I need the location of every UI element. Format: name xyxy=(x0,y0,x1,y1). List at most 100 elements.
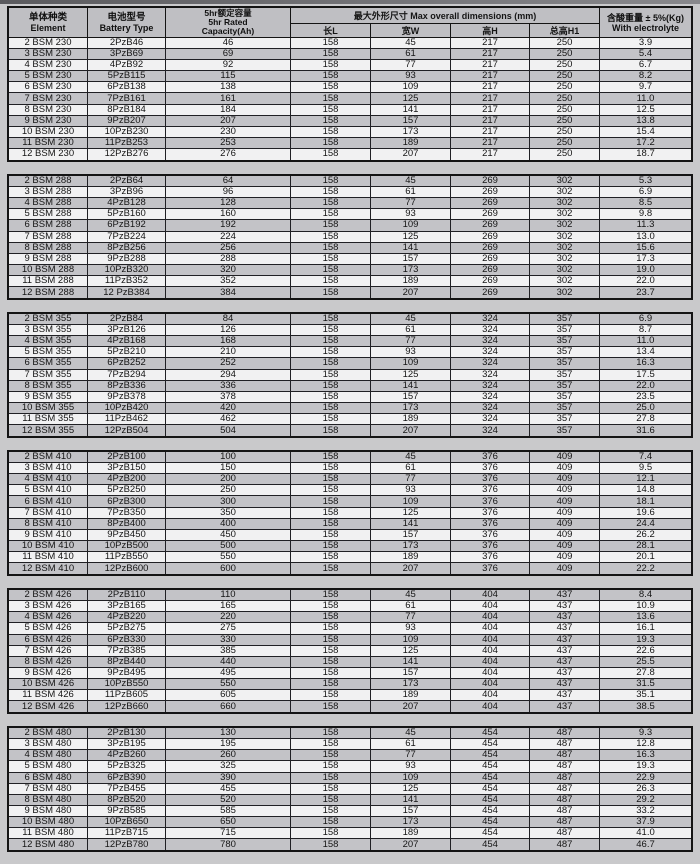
cell-element: 10 BSM 480 xyxy=(9,816,88,827)
cell-battery-type: 6PzB330 xyxy=(88,634,166,645)
table-row: 9 BSM 426 9PzB495 495 158 157 404 437 27.8 xyxy=(9,667,691,679)
cell-battery-type: 6PzB138 xyxy=(88,82,166,93)
cell-width: 157 xyxy=(371,667,451,678)
cell-element: 5 BSM 480 xyxy=(9,761,88,772)
header-weight-en: With electrolyte xyxy=(612,22,679,33)
cell-weight: 5.4 xyxy=(638,49,653,60)
cell-total-height: 357 xyxy=(530,391,600,402)
cell-capacity: 400 xyxy=(166,518,291,529)
cell-total-height: 357 xyxy=(530,425,600,437)
cell-weight: 22.0 xyxy=(636,380,655,391)
cell-total-height: 302 xyxy=(530,286,600,299)
cell-battery-type: 12 PzB384 xyxy=(88,286,166,299)
header-capacity: 5hr额定容量 5hr Rated Capacity(Ah) xyxy=(166,8,291,37)
cell-capacity: 168 xyxy=(166,336,291,347)
cell-element: 12 BSM 355 xyxy=(9,425,88,437)
cell-height: 376 xyxy=(451,485,530,496)
cell-battery-type: 4PzB200 xyxy=(88,474,166,485)
cell-total-height: 250 xyxy=(530,93,600,104)
cell-total-height: 357 xyxy=(530,347,600,358)
cell-element: 8 BSM 288 xyxy=(9,242,88,253)
header-capacity-line1: 5hr额定容量 xyxy=(204,7,252,18)
cell-capacity: 495 xyxy=(166,667,291,678)
cell-total-height: 437 xyxy=(530,701,600,713)
cell-element: 10 BSM 355 xyxy=(9,402,88,413)
cell-battery-type: 6PzB252 xyxy=(88,358,166,369)
table-row: 2 BSM 410 2PzB100 100 158 45 376 409 7.4 xyxy=(9,452,691,464)
cell-element: 8 BSM 230 xyxy=(9,104,88,115)
cell-height: 324 xyxy=(451,314,530,325)
cell-width: 141 xyxy=(371,380,451,391)
cell-weight: 17.3 xyxy=(636,253,655,264)
cell-length: 158 xyxy=(291,463,371,474)
cell-capacity: 780 xyxy=(166,839,291,851)
table-group-bsm-426: 2 BSM 426 2PzB110 110 158 45 404 437 8.4 3 BSM 4… xyxy=(7,588,693,715)
cell-weight: 13.8 xyxy=(636,115,655,126)
cell-battery-type: 9PzB288 xyxy=(88,253,166,264)
cell-capacity: 260 xyxy=(166,750,291,761)
cell-element: 2 BSM 230 xyxy=(9,38,88,49)
cell-total-height: 487 xyxy=(530,728,600,739)
cell-width: 45 xyxy=(371,728,451,739)
cell-total-height: 357 xyxy=(530,336,600,347)
table-row: 9 BSM 410 9PzB450 450 158 157 376 409 26.2 xyxy=(9,529,691,541)
cell-battery-type: 10PzB230 xyxy=(88,126,166,137)
table-row: 11 BSM 480 11PzB715 715 158 189 454 487 41.0 xyxy=(9,828,691,840)
cell-weight: 13.4 xyxy=(636,347,655,358)
cell-length: 158 xyxy=(291,176,371,187)
cell-total-height: 437 xyxy=(530,590,600,601)
table-row: 5 BSM 480 5PzB325 325 158 93 454 487 19.3 xyxy=(9,761,691,773)
cell-battery-type: 4PzB92 xyxy=(88,60,166,71)
table-row: 9 BSM 355 9PzB378 378 158 157 324 357 23.5 xyxy=(9,391,691,403)
cell-battery-type: 11PzB605 xyxy=(88,689,166,701)
cell-total-height: 437 xyxy=(530,689,600,701)
table-body-bsm-410: 2 BSM 410 2PzB100 100 158 45 376 409 7.4 3 BSM 4… xyxy=(9,452,691,575)
cell-height: 217 xyxy=(451,93,530,104)
cell-capacity: 330 xyxy=(166,634,291,645)
table-row: 3 BSM 230 3PzB69 69 158 61 217 250 5.4 xyxy=(9,49,691,61)
cell-total-height: 250 xyxy=(530,82,600,93)
cell-weight: 18.7 xyxy=(636,148,655,160)
table-body-bsm-230: 2 BSM 230 2PzB46 46 158 45 217 250 3.9 3 BSM 230… xyxy=(9,38,691,161)
cell-width: 173 xyxy=(371,402,451,413)
table-row: 12 BSM 230 12PzB276 276 158 207 217 250 18.7 xyxy=(9,148,691,161)
cell-width: 207 xyxy=(371,425,451,437)
table-row: 12 BSM 355 12PzB504 504 158 207 324 357 31.6 xyxy=(9,425,691,437)
cell-width: 125 xyxy=(371,369,451,380)
cell-battery-type: 3PzB165 xyxy=(88,601,166,612)
table-row: 8 BSM 410 8PzB400 400 158 141 376 409 24.4 xyxy=(9,518,691,530)
cell-battery-type: 12PzB600 xyxy=(88,563,166,575)
cell-total-height: 250 xyxy=(530,71,600,82)
table-group-bsm-355: 2 BSM 355 2PzB84 84 158 45 324 357 6.9 3 BSM 355… xyxy=(7,312,693,439)
cell-height: 217 xyxy=(451,60,530,71)
cell-weight: 15.6 xyxy=(636,242,655,253)
table-row: 3 BSM 355 3PzB126 126 158 61 324 357 8.7 xyxy=(9,325,691,337)
header-max-dimensions: 最大外形尺寸 Max overall dimensions (mm) xyxy=(291,8,600,24)
cell-width: 77 xyxy=(371,750,451,761)
cell-weight: 24.4 xyxy=(636,518,655,529)
cell-weight: 18.1 xyxy=(636,496,655,507)
cell-weight: 26.2 xyxy=(636,529,655,540)
header-length: 长L xyxy=(291,24,371,37)
spec-table: 单体种类 Element 电池型号 Battery Type 5hr额定容量 5… xyxy=(7,6,693,864)
cell-height: 217 xyxy=(451,49,530,60)
cell-element: 4 BSM 288 xyxy=(9,198,88,209)
table-row: 11 BSM 230 11PzB253 253 158 189 217 250 17.2 xyxy=(9,137,691,149)
cell-total-height: 409 xyxy=(530,518,600,529)
cell-total-height: 487 xyxy=(530,750,600,761)
cell-width: 61 xyxy=(371,325,451,336)
table-row: 9 BSM 288 9PzB288 288 158 157 269 302 17.3 xyxy=(9,253,691,265)
cell-battery-type: 2PzB84 xyxy=(88,314,166,325)
table-row: 3 BSM 480 3PzB195 195 158 61 454 487 12.8 xyxy=(9,739,691,751)
cell-length: 158 xyxy=(291,761,371,772)
cell-weight: 9.8 xyxy=(638,209,653,220)
cell-length: 158 xyxy=(291,148,371,161)
cell-weight: 10.9 xyxy=(636,601,655,612)
table-row: 8 BSM 426 8PzB440 440 158 141 404 437 25.5 xyxy=(9,656,691,668)
cell-width: 93 xyxy=(371,623,451,634)
cell-capacity: 462 xyxy=(166,413,291,424)
cell-battery-type: 11PzB462 xyxy=(88,413,166,424)
cell-total-height: 437 xyxy=(530,623,600,634)
cell-capacity: 420 xyxy=(166,402,291,413)
cell-height: 376 xyxy=(451,551,530,563)
